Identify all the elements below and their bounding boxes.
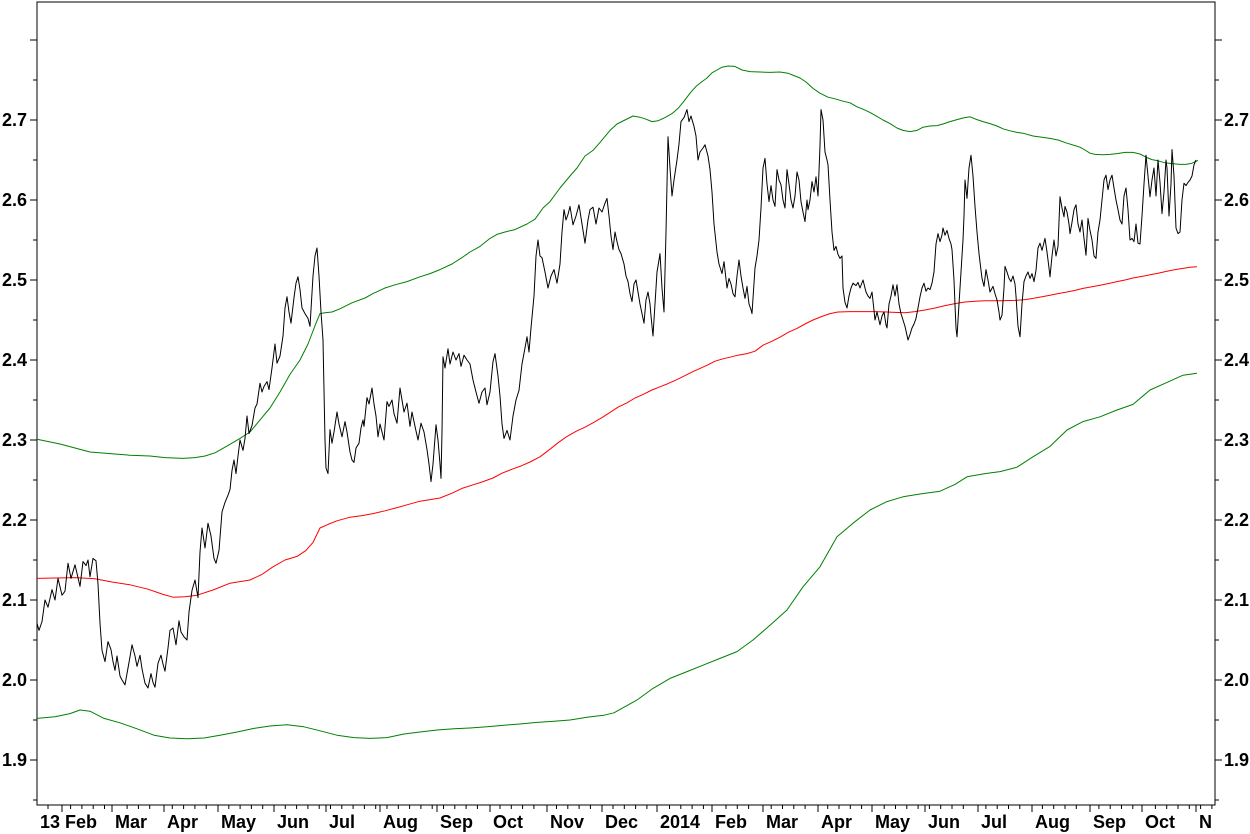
- y-axis: 1.9 1.9 2.0 2.0 2.1 2.1 2.2 2.2 2.3 2.3 2.4 2.4 2.5 2…: [2, 39, 1249, 801]
- x-axis-label: Apr: [821, 812, 852, 832]
- x-axis-label: Feb: [715, 812, 747, 832]
- x-axis-label: 13: [40, 812, 60, 832]
- y-axis-label-left: 2.7: [2, 110, 27, 130]
- x-axis-label: Mar: [766, 812, 798, 832]
- y-axis-label-left: 2.6: [2, 190, 27, 210]
- y-axis-label-left: 2.0: [2, 670, 27, 690]
- y-axis-label-right: 1.9: [1224, 750, 1249, 770]
- x-axis-label: Jun: [928, 812, 960, 832]
- y-axis-label-right: 2.1: [1224, 590, 1249, 610]
- y-axis-label-right: 2.6: [1224, 190, 1249, 210]
- x-axis: 13 Feb Mar Apr May Jun Jul Aug Sep Oct Nov Dec 2014 F…: [40, 805, 1213, 832]
- y-axis-label-right: 2.7: [1224, 110, 1249, 130]
- y-axis-label-left: 2.5: [2, 270, 27, 290]
- x-axis-label: Mar: [115, 812, 147, 832]
- x-axis-label: May: [875, 812, 910, 832]
- x-axis-label: Sep: [1093, 812, 1126, 832]
- lower-band-line: [36, 372, 1198, 740]
- y-axis-label-left: 2.3: [2, 430, 27, 450]
- x-axis-label: Sep: [440, 812, 473, 832]
- x-axis-label: Dec: [605, 812, 638, 832]
- y-axis-label-right: 2.4: [1224, 350, 1249, 370]
- y-axis-label-left: 2.2: [2, 510, 27, 530]
- x-axis-label: N: [1199, 812, 1212, 832]
- x-axis-label: Oct: [493, 812, 523, 832]
- moving-average-line: [36, 266, 1198, 598]
- x-axis-label: Jul: [981, 812, 1007, 832]
- plot-frame: [36, 1, 1216, 806]
- y-axis-label-right: 2.0: [1224, 670, 1249, 690]
- y-axis-label-left: 2.4: [2, 350, 27, 370]
- x-axis-label: Aug: [383, 812, 418, 832]
- y-axis-label-right: 2.3: [1224, 430, 1249, 450]
- y-axis-label-left: 2.1: [2, 590, 27, 610]
- y-axis-label-right: 2.5: [1224, 270, 1249, 290]
- y-axis-label-right: 2.2: [1224, 510, 1249, 530]
- x-axis-label: May: [221, 812, 256, 832]
- series: [36, 65, 1199, 740]
- price-line: [36, 109, 1197, 689]
- x-axis-label: Apr: [167, 812, 198, 832]
- x-axis-label: Jul: [329, 812, 355, 832]
- x-axis-label: Aug: [1035, 812, 1070, 832]
- x-axis-label: Oct: [1145, 812, 1175, 832]
- x-axis-label: 2014: [660, 812, 700, 832]
- y-axis-label-left: 1.9: [2, 750, 27, 770]
- x-axis-label: Feb: [65, 812, 97, 832]
- x-axis-label: Nov: [550, 812, 584, 832]
- upper-band-line: [36, 65, 1199, 459]
- x-axis-label: Jun: [277, 812, 309, 832]
